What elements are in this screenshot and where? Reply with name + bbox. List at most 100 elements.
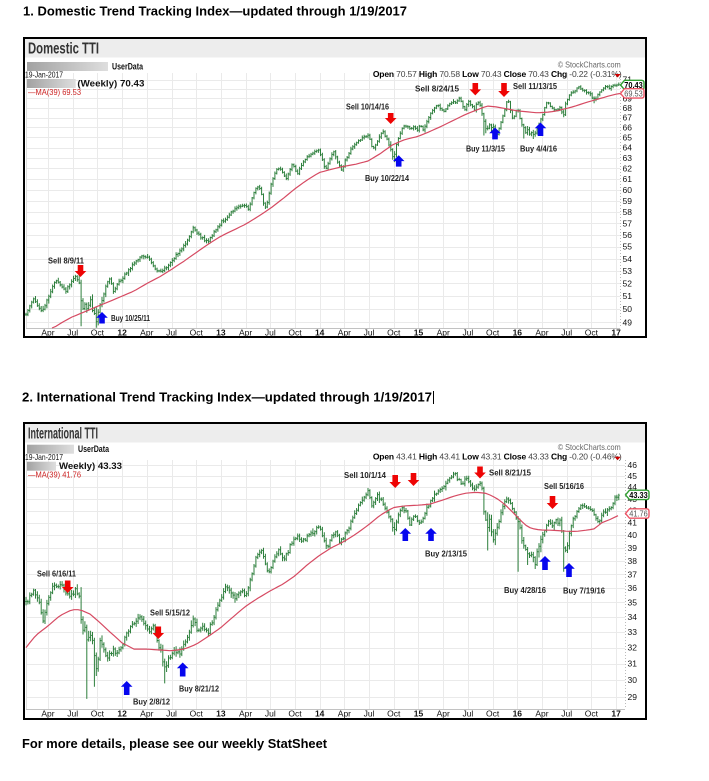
svg-text:44: 44 [628,482,638,492]
svg-text:Apr: Apr [535,709,548,719]
svg-text:Jul: Jul [364,328,375,338]
svg-text:Sell 5/15/12: Sell 5/15/12 [150,608,190,618]
svg-text:Apr: Apr [239,709,252,719]
svg-text:UserData: UserData [78,444,110,454]
svg-text:Open 70.57 High 70.58 Low 70: Open 70.57 High 70.58 Low 70.43 Close 70… [373,69,622,79]
svg-text:Weekly) 43.33: Weekly) 43.33 [59,461,122,472]
svg-text:29: 29 [628,692,638,702]
svg-text:70.43: 70.43 [624,80,643,90]
svg-text:16: 16 [513,328,523,338]
svg-text:Sell 5/16/16: Sell 5/16/16 [544,481,584,491]
svg-text:Sell 8/21/15: Sell 8/21/15 [489,468,531,478]
svg-text:For more details, please see o: For more details, please see our weekly … [22,736,328,751]
svg-text:15: 15 [414,328,424,338]
svg-text:Open 43.41 High 43.41 Low 43: Open 43.41 High 43.41 Low 43.31 Close 43… [373,452,622,462]
svg-text:Jul: Jul [462,328,473,338]
svg-text:37: 37 [628,569,638,579]
svg-text:International TTI: International TTI [28,426,98,443]
svg-text:69.53: 69.53 [624,89,643,99]
svg-text:UserData: UserData [112,62,144,72]
svg-text:45: 45 [628,471,638,481]
svg-text:30: 30 [628,675,638,685]
svg-text:Oct: Oct [585,709,599,719]
svg-text:67: 67 [623,113,633,123]
svg-text:41.76: 41.76 [629,509,648,519]
svg-text:12: 12 [117,709,127,719]
svg-text:—MA(39) 41.76: —MA(39) 41.76 [28,470,81,480]
svg-text:Apr: Apr [41,328,54,338]
svg-text:2. International Trend Trackin: 2. International Trend Tracking Index—up… [22,390,432,405]
svg-text:Sell 8/24/15: Sell 8/24/15 [415,84,459,94]
svg-text:31: 31 [628,659,638,669]
svg-text:Oct: Oct [91,328,105,338]
svg-text:66: 66 [623,123,633,133]
svg-text:41: 41 [628,518,638,528]
svg-text:Jul: Jul [265,709,276,719]
svg-text:17: 17 [611,709,621,719]
svg-text:Buy 4/4/16: Buy 4/4/16 [520,144,557,154]
svg-text:—MA(39) 69.53: —MA(39) 69.53 [28,87,81,97]
svg-text:Oct: Oct [387,328,401,338]
svg-text:51: 51 [623,291,633,301]
svg-text:Apr: Apr [338,328,351,338]
svg-text:46: 46 [628,460,638,470]
svg-text:Buy 11/3/15: Buy 11/3/15 [466,144,505,154]
svg-text:43.33: 43.33 [629,490,648,500]
svg-text:14: 14 [315,709,325,719]
svg-text:Jul: Jul [67,709,78,719]
svg-text:Domestic TTI: Domestic TTI [28,41,99,58]
svg-text:Buy 8/21/12: Buy 8/21/12 [179,684,219,694]
svg-text:59: 59 [623,196,633,206]
svg-text:Jul: Jul [561,328,572,338]
svg-text:Apr: Apr [140,328,153,338]
svg-text:35: 35 [628,597,638,607]
svg-text:61: 61 [623,174,633,184]
svg-text:Jul: Jul [462,709,473,719]
svg-text:Apr: Apr [239,328,252,338]
svg-text:Sell 11/13/15: Sell 11/13/15 [513,81,557,91]
svg-text:17: 17 [611,328,621,338]
svg-text:Jul: Jul [561,709,572,719]
svg-text:Jul: Jul [67,328,78,338]
svg-text:57: 57 [623,218,633,228]
svg-text:15: 15 [414,709,424,719]
svg-text:Oct: Oct [387,709,401,719]
svg-text:39: 39 [628,543,638,553]
svg-text:49: 49 [623,317,633,327]
svg-text:Buy 10/22/14: Buy 10/22/14 [365,173,409,183]
svg-text:Apr: Apr [338,709,351,719]
svg-text:40: 40 [628,530,638,540]
svg-text:Sell 8/9/11: Sell 8/9/11 [48,256,84,266]
svg-text:Jul: Jul [166,709,177,719]
svg-text:Apr: Apr [41,709,54,719]
svg-text:13: 13 [216,709,226,719]
svg-text:Sell 10/1/14: Sell 10/1/14 [344,470,386,480]
svg-text:Oct: Oct [486,328,500,338]
svg-text:(Weekly) 70.43: (Weekly) 70.43 [77,79,144,90]
svg-text:19-Jan-2017: 19-Jan-2017 [25,452,63,462]
svg-text:1. Domestic Trend Tracking Ind: 1. Domestic Trend Tracking Index—updated… [23,4,407,19]
svg-text:32: 32 [628,643,638,653]
svg-text:Buy 2/8/12: Buy 2/8/12 [133,697,170,707]
svg-text:62: 62 [623,163,633,173]
svg-text:34: 34 [628,612,638,622]
svg-text:Buy 2/13/15: Buy 2/13/15 [425,549,467,559]
svg-text:58: 58 [623,207,633,217]
svg-text:Buy 10/25/11: Buy 10/25/11 [111,313,150,323]
svg-text:Oct: Oct [585,328,599,338]
svg-text:Oct: Oct [288,709,302,719]
svg-text:12: 12 [117,328,127,338]
svg-text:16: 16 [513,709,523,719]
svg-text:33: 33 [628,627,638,637]
svg-text:Jul: Jul [364,709,375,719]
svg-text:Apr: Apr [437,328,450,338]
svg-text:Jul: Jul [265,328,276,338]
svg-text:60: 60 [623,185,633,195]
svg-text:56: 56 [623,230,633,240]
svg-text:© StockCharts.com: © StockCharts.com [558,442,621,452]
svg-text:52: 52 [623,278,633,288]
svg-text:Apr: Apr [437,709,450,719]
svg-text:53: 53 [623,266,633,276]
svg-text:64: 64 [623,143,633,153]
svg-text:63: 63 [623,153,633,163]
